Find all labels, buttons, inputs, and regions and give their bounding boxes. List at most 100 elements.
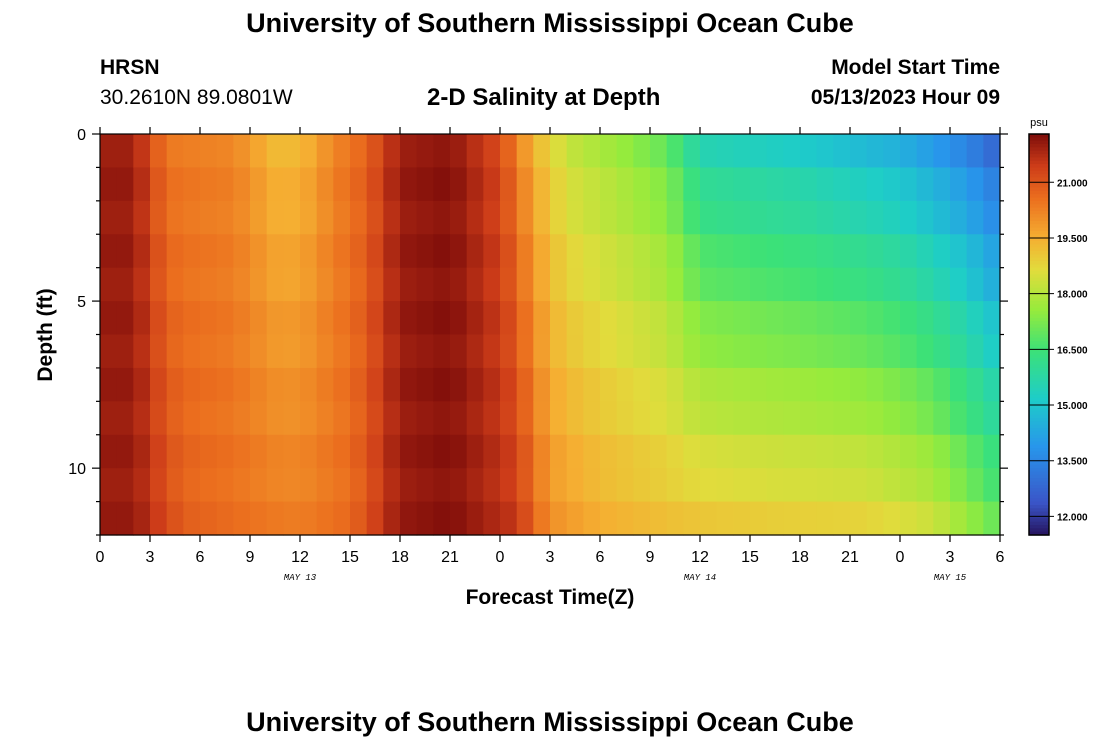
heatmap-cell	[783, 367, 801, 402]
heatmap-cell	[283, 501, 301, 536]
colorbar-swatch	[1029, 224, 1049, 229]
x-tick-label: 6	[196, 549, 205, 566]
heatmap-cell	[850, 501, 868, 536]
heatmap-cell	[316, 401, 334, 436]
heatmap-cell	[900, 367, 918, 402]
heatmap-cell	[183, 367, 201, 402]
heatmap-cell	[716, 267, 734, 302]
heatmap-cell	[950, 434, 968, 469]
colorbar-swatch	[1029, 140, 1049, 145]
heatmap-cell	[600, 401, 618, 436]
heatmap-cell	[150, 401, 168, 436]
heatmap-cell	[816, 267, 834, 302]
heatmap-cell	[933, 367, 951, 402]
colorbar-swatch	[1029, 374, 1049, 379]
heatmap-cell	[650, 234, 668, 269]
heatmap-cell	[816, 234, 834, 269]
colorbar-swatch	[1029, 154, 1049, 158]
heatmap-cell	[633, 301, 651, 336]
heatmap-cell	[433, 401, 451, 436]
heatmap-cell	[500, 501, 518, 536]
heatmap-cell	[950, 501, 968, 536]
heatmap-cell	[983, 501, 1001, 536]
heatmap-cell	[133, 200, 151, 235]
colorbar-swatch	[1029, 197, 1049, 202]
heatmap-cell	[433, 134, 451, 169]
colorbar: psu 21.000 19.500 18.000 16.500 15.000 13.500 1…	[1028, 117, 1088, 536]
station-coordinates: 30.2610N 89.0801W	[100, 86, 293, 109]
colorbar-swatch	[1029, 227, 1049, 232]
heatmap-cell	[366, 301, 384, 336]
heatmap-cell	[583, 267, 601, 302]
x-tick-label: 3	[946, 549, 955, 566]
heatmap-cell	[650, 134, 668, 169]
colorbar-swatch	[1029, 454, 1049, 459]
colorbar-swatch	[1029, 431, 1049, 436]
heatmap-cell	[850, 468, 868, 503]
colorbar-swatch	[1029, 287, 1049, 292]
heatmap-cell	[933, 468, 951, 503]
heatmap-cell	[750, 234, 768, 269]
heatmap-cell	[133, 234, 151, 269]
colorbar-swatch	[1029, 210, 1049, 215]
heatmap-cell	[700, 167, 718, 202]
colorbar-swatch	[1029, 301, 1049, 306]
colorbar-swatch	[1029, 160, 1049, 165]
heatmap-cell	[200, 334, 218, 369]
heatmap-cell	[716, 401, 734, 436]
y-axis-label: Depth (ft)	[34, 288, 57, 381]
colorbar-swatch	[1029, 274, 1049, 279]
heatmap-cell	[166, 501, 184, 536]
colorbar-swatch	[1029, 284, 1049, 289]
colorbar-swatch	[1029, 134, 1049, 138]
colorbar-swatch	[1029, 428, 1049, 433]
heatmap-cell	[266, 167, 284, 202]
colorbar-swatch	[1029, 394, 1049, 399]
heatmap-cell	[100, 234, 118, 269]
colorbar-swatch	[1029, 297, 1049, 302]
heatmap-cell	[666, 468, 684, 503]
heatmap-cell	[383, 367, 401, 402]
x-axis-label: Forecast Time(Z)	[466, 586, 635, 609]
heatmap-cell	[850, 234, 868, 269]
heatmap-cell	[200, 367, 218, 402]
heatmap-cell	[750, 200, 768, 235]
heatmap-cell	[783, 200, 801, 235]
heatmap-cell	[833, 134, 851, 169]
heatmap-cell	[850, 301, 868, 336]
heatmap-cell	[683, 367, 701, 402]
heatmap-cell	[250, 234, 268, 269]
heatmap-cell	[450, 334, 468, 369]
heatmap-cell	[233, 267, 251, 302]
heatmap-cell	[866, 334, 884, 369]
heatmap-cell	[350, 468, 368, 503]
heatmap-cell	[233, 200, 251, 235]
heatmap-cell	[950, 234, 968, 269]
heatmap-cell	[883, 501, 901, 536]
heatmap-cell	[750, 401, 768, 436]
heatmap-cell	[650, 501, 668, 536]
heatmap-cell	[783, 401, 801, 436]
heatmap-cell	[600, 334, 618, 369]
heatmap-cell	[916, 234, 934, 269]
heatmap-cell	[483, 267, 501, 302]
heatmap-cell	[100, 267, 118, 302]
heatmap-cell	[983, 200, 1001, 235]
heatmap-cell	[350, 167, 368, 202]
heatmap-cell	[483, 401, 501, 436]
heatmap-cell	[316, 468, 334, 503]
heatmap-cell	[283, 167, 301, 202]
heatmap-cell	[983, 434, 1001, 469]
heatmap-cell	[116, 401, 134, 436]
heatmap-cell	[750, 334, 768, 369]
colorbar-tick-label: 12.000	[1057, 512, 1088, 523]
heatmap-cell	[183, 200, 201, 235]
heatmap-cell	[900, 301, 918, 336]
heatmap-cell	[833, 234, 851, 269]
colorbar-swatch	[1029, 190, 1049, 195]
heatmap-cell	[566, 401, 584, 436]
heatmap-cell	[483, 200, 501, 235]
heatmap-cell	[500, 167, 518, 202]
colorbar-swatch	[1029, 331, 1049, 336]
heatmap-cell	[716, 234, 734, 269]
